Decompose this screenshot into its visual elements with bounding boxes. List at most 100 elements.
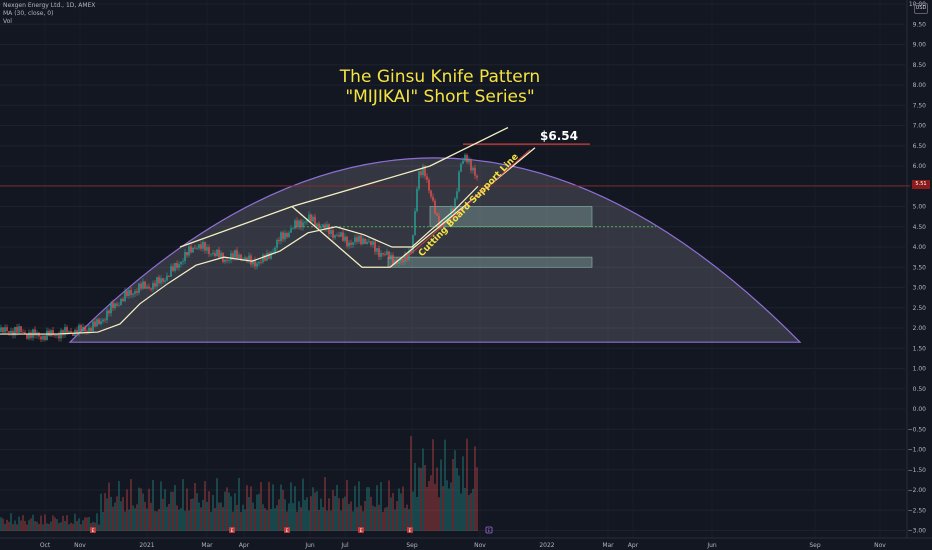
volume-bar (88, 517, 90, 531)
volume-bar (118, 480, 120, 531)
currency-button[interactable]: USD (914, 3, 928, 14)
candle-body (254, 259, 256, 267)
volume-bar (250, 486, 252, 531)
volume-bar (198, 502, 200, 531)
y-tick-label: 2.50 (913, 305, 927, 312)
candle-body (312, 216, 314, 222)
volume-bar (398, 488, 400, 531)
volume-bar (268, 481, 270, 531)
volume-bar (132, 505, 134, 531)
y-tick-label: −1.50 (908, 467, 927, 474)
earnings-marker-upcoming: E (485, 526, 493, 534)
candle-body (0, 327, 2, 333)
symbol-label[interactable]: Nexgen Energy Ltd., 1D, AMEX (3, 2, 96, 9)
candle-body (324, 224, 326, 229)
volume-bar (72, 523, 74, 531)
volume-bar (6, 519, 8, 531)
candle-body (214, 252, 216, 257)
x-tick-label: Jun (706, 542, 717, 549)
candle-body (414, 211, 416, 236)
candle-body (292, 228, 294, 230)
volume-bar (96, 513, 98, 531)
y-tick-label: 1.50 (913, 345, 927, 352)
volume-bar (184, 510, 186, 531)
x-tick-label: Nov (874, 542, 886, 549)
volume-bar (192, 498, 194, 531)
candle-body (332, 230, 334, 238)
candle-body (384, 254, 386, 256)
volume-bar (458, 475, 460, 531)
volume-bar (426, 487, 428, 531)
volume-bar (330, 510, 332, 531)
volume-bar (376, 485, 378, 531)
candle-body (280, 232, 282, 242)
volume-bar (226, 487, 228, 531)
volume-bar (332, 489, 334, 531)
candle-body (328, 224, 330, 234)
volume-bar (300, 507, 302, 531)
volume-bar (278, 499, 280, 531)
candle-body (304, 221, 306, 223)
y-tick-label: 1.00 (913, 366, 927, 373)
candle-body (154, 283, 156, 287)
volume-bar (56, 519, 58, 531)
y-tick-label: 5.00 (913, 204, 927, 211)
candle-body (134, 291, 136, 294)
y-tick-label: 9.50 (913, 21, 927, 28)
candle-body (458, 171, 460, 192)
ma-indicator-label[interactable]: MA (30, close, 0) (3, 10, 54, 17)
candle-body (76, 329, 78, 335)
volume-bar (224, 491, 226, 531)
volume-bar (464, 487, 466, 531)
volume-bar (390, 497, 392, 531)
candle-body (354, 237, 356, 243)
volume-bar (292, 503, 294, 531)
volume-bar (454, 450, 456, 531)
volume-bar (338, 498, 340, 531)
candle-body (340, 232, 342, 237)
volume-indicator-label[interactable]: Vol (3, 18, 12, 25)
volume-bar (270, 508, 272, 531)
y-tick-label: −2.50 (908, 507, 927, 514)
candle-body (250, 255, 252, 265)
volume-bar (40, 515, 42, 531)
candle-body (258, 261, 260, 264)
volume-bar (46, 523, 48, 531)
candle-body (390, 255, 392, 260)
candle-body (398, 261, 400, 264)
candle-body (16, 327, 18, 333)
candle-body (82, 326, 84, 332)
volume-bar (274, 508, 276, 531)
candle-body (230, 253, 232, 261)
volume-bar (408, 509, 410, 531)
volume-bar (432, 439, 434, 531)
earnings-marker-box (284, 527, 290, 533)
candle-body (412, 235, 414, 254)
candle-body (228, 260, 230, 261)
candle-body (296, 220, 298, 227)
x-tick-label: 2022 (539, 542, 554, 549)
candle-body (138, 283, 140, 293)
candle-body (302, 222, 304, 228)
support-zone-rect (387, 256, 593, 268)
candle-body (434, 200, 436, 214)
volume-bar (348, 504, 350, 531)
volume-bar (22, 515, 24, 531)
volume-bar (108, 482, 110, 531)
candle-body (270, 252, 272, 259)
candle-body (218, 249, 220, 258)
volume-bar (318, 509, 320, 531)
candle-body (260, 261, 262, 263)
volume-bar (4, 524, 6, 531)
x-tick-label: Apr (239, 542, 250, 549)
volume-bar (150, 502, 152, 531)
volume-bar (394, 509, 396, 531)
volume-bar (470, 493, 472, 531)
volume-bar (20, 520, 22, 531)
volume-bar (98, 524, 100, 531)
candle-body (122, 298, 124, 302)
volume-bar (180, 508, 182, 531)
candle-body (368, 241, 370, 242)
